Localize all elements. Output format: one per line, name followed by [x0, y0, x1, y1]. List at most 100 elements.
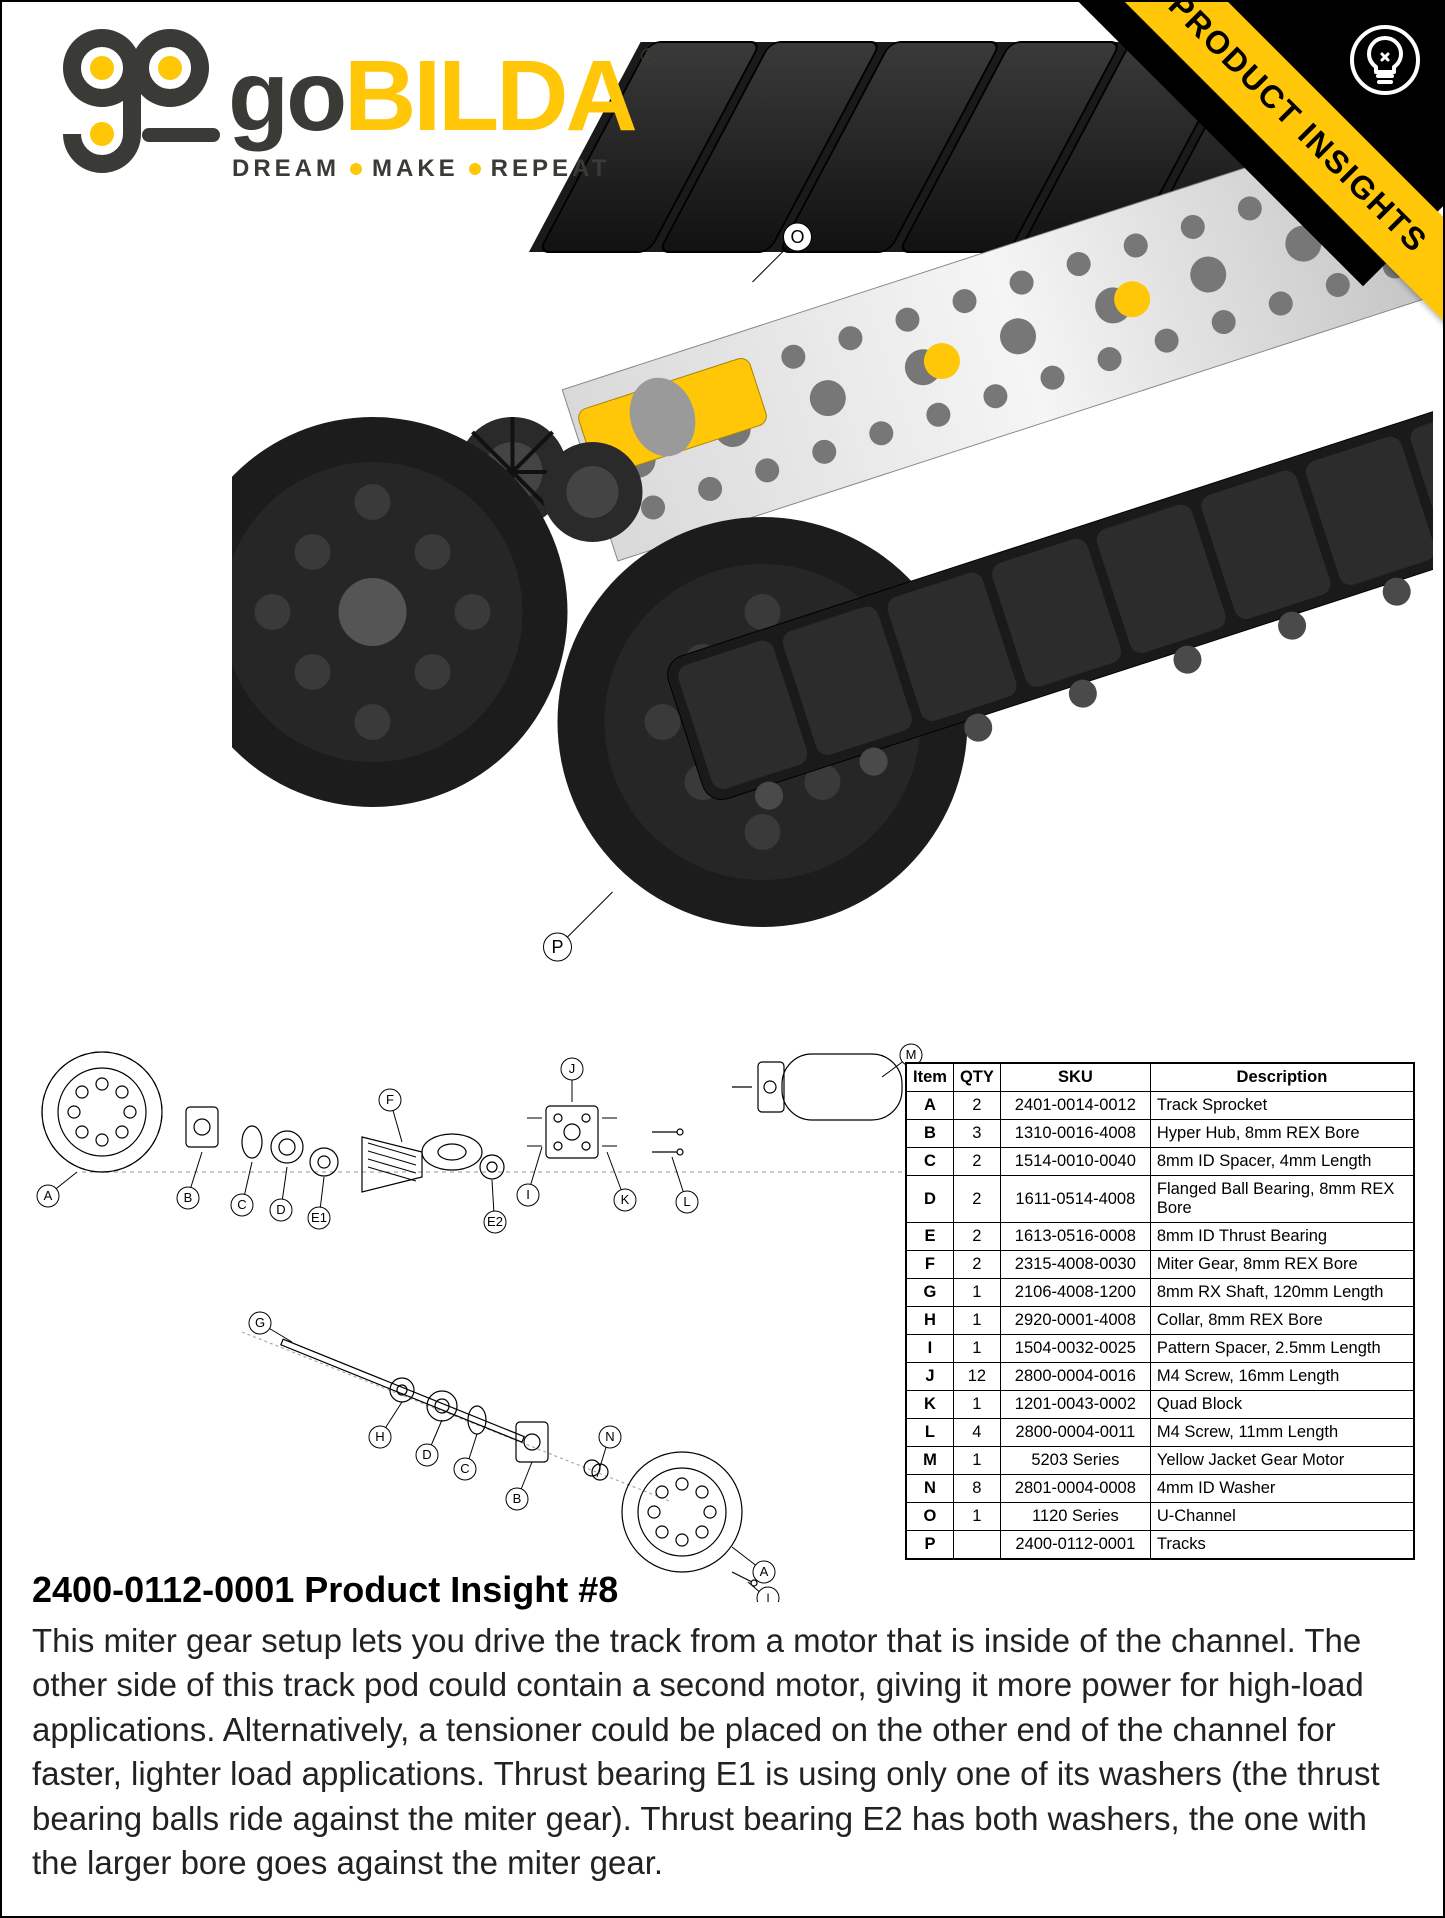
cell-sku: 1514-0010-0040 — [1000, 1148, 1150, 1176]
cell-item: B — [907, 1120, 954, 1148]
th-desc: Description — [1150, 1064, 1413, 1092]
table-row: H12920-0001-4008Collar, 8mm REX Bore — [907, 1307, 1414, 1335]
cell-item: N — [907, 1475, 954, 1503]
logo-wordmark: goBILDA® — [228, 51, 648, 141]
table-row: A22401-0014-0012Track Sprocket — [907, 1092, 1414, 1120]
cell-desc: Track Sprocket — [1150, 1092, 1413, 1120]
cell-item: E — [907, 1223, 954, 1251]
cell-sku: 2920-0001-4008 — [1000, 1307, 1150, 1335]
cell-qty — [953, 1531, 1000, 1559]
cell-qty: 12 — [953, 1363, 1000, 1391]
cell-item: C — [907, 1148, 954, 1176]
cell-sku: 2106-4008-1200 — [1000, 1279, 1150, 1307]
svg-text:N: N — [605, 1429, 614, 1444]
svg-text:D: D — [276, 1202, 285, 1217]
cell-sku: 1120 Series — [1000, 1503, 1150, 1531]
svg-text:L: L — [683, 1194, 690, 1209]
table-row: I11504-0032-0025Pattern Spacer, 2.5mm Le… — [907, 1335, 1414, 1363]
cell-item: J — [907, 1363, 954, 1391]
cell-item: I — [907, 1335, 954, 1363]
table-row: P2400-0112-0001Tracks — [907, 1531, 1414, 1559]
logo-tagline: DREAM MAKE REPEAT — [232, 155, 648, 183]
th-sku: SKU — [1000, 1064, 1150, 1092]
svg-text:K: K — [621, 1192, 630, 1207]
cell-qty: 2 — [953, 1092, 1000, 1120]
lightbulb-icon — [1349, 24, 1421, 96]
svg-text:B: B — [513, 1491, 522, 1506]
cell-sku: 2800-0004-0011 — [1000, 1419, 1150, 1447]
cell-sku: 1611-0514-4008 — [1000, 1176, 1150, 1223]
cell-qty: 1 — [953, 1307, 1000, 1335]
dot-icon — [350, 163, 362, 175]
tagline-word-1: DREAM — [232, 155, 340, 183]
cell-sku: 1310-0016-4008 — [1000, 1120, 1150, 1148]
cell-desc: 8mm ID Spacer, 4mm Length — [1150, 1148, 1413, 1176]
table-row: M15203 SeriesYellow Jacket Gear Motor — [907, 1447, 1414, 1475]
cell-sku: 2800-0004-0016 — [1000, 1363, 1150, 1391]
svg-text:H: H — [375, 1429, 384, 1444]
cell-item: O — [907, 1503, 954, 1531]
brand-logo: goBILDA® DREAM MAKE REPEAT — [52, 28, 648, 198]
logo-text: goBILDA® DREAM MAKE REPEAT — [228, 43, 648, 183]
svg-text:A: A — [44, 1188, 53, 1203]
table-row: J122800-0004-0016M4 Screw, 16mm Length — [907, 1363, 1414, 1391]
cell-qty: 2 — [953, 1176, 1000, 1223]
svg-text:E2: E2 — [487, 1214, 503, 1229]
parts-table: Item QTY SKU Description A22401-0014-001… — [905, 1062, 1415, 1560]
cell-sku: 1201-0043-0002 — [1000, 1391, 1150, 1419]
th-item: Item — [907, 1064, 954, 1092]
tagline-word-2: MAKE — [372, 155, 459, 183]
table-row: G12106-4008-12008mm RX Shaft, 120mm Leng… — [907, 1279, 1414, 1307]
cell-qty: 1 — [953, 1447, 1000, 1475]
logo-mark-icon — [52, 28, 222, 198]
cell-desc: Flanged Ball Bearing, 8mm REX Bore — [1150, 1176, 1413, 1223]
cell-desc: Hyper Hub, 8mm REX Bore — [1150, 1120, 1413, 1148]
th-qty: QTY — [953, 1064, 1000, 1092]
table-row: K11201-0043-0002Quad Block — [907, 1391, 1414, 1419]
cell-sku: 2801-0004-0008 — [1000, 1475, 1150, 1503]
cell-item: H — [907, 1307, 954, 1335]
cell-qty: 3 — [953, 1120, 1000, 1148]
table-row: C21514-0010-00408mm ID Spacer, 4mm Lengt… — [907, 1148, 1414, 1176]
article-heading: 2400-0112-0001 Product Insight #8 — [32, 1569, 1413, 1611]
cell-item: D — [907, 1176, 954, 1223]
registered-icon: ® — [641, 47, 654, 137]
cell-desc: Collar, 8mm REX Bore — [1150, 1307, 1413, 1335]
cell-item: M — [907, 1447, 954, 1475]
cell-sku: 2401-0014-0012 — [1000, 1092, 1150, 1120]
cell-item: F — [907, 1251, 954, 1279]
logo-suffix: BILDA — [344, 51, 635, 141]
cell-desc: Tracks — [1150, 1531, 1413, 1559]
svg-text:D: D — [422, 1447, 431, 1462]
logo-prefix: go — [228, 51, 344, 141]
table-header-row: Item QTY SKU Description — [907, 1064, 1414, 1092]
cell-item: L — [907, 1419, 954, 1447]
svg-text:J: J — [569, 1061, 576, 1076]
cell-desc: 4mm ID Washer — [1150, 1475, 1413, 1503]
svg-text:F: F — [386, 1092, 394, 1107]
cell-item: A — [907, 1092, 954, 1120]
cell-desc: Quad Block — [1150, 1391, 1413, 1419]
cell-qty: 8 — [953, 1475, 1000, 1503]
table-row: B31310-0016-4008Hyper Hub, 8mm REX Bore — [907, 1120, 1414, 1148]
svg-text:G: G — [255, 1315, 265, 1330]
cell-qty: 2 — [953, 1223, 1000, 1251]
table-row: L42800-0004-0011M4 Screw, 11mm Length — [907, 1419, 1414, 1447]
svg-text:O: O — [790, 227, 804, 247]
cell-item: P — [907, 1531, 954, 1559]
table-row: D21611-0514-4008Flanged Ball Bearing, 8m… — [907, 1176, 1414, 1223]
svg-text:I: I — [526, 1187, 530, 1202]
cell-desc: Miter Gear, 8mm REX Bore — [1150, 1251, 1413, 1279]
cell-sku: 1613-0516-0008 — [1000, 1223, 1150, 1251]
page: PRODUCT INSIGHTS goBILDA® DREAM MAKE — [0, 0, 1445, 1918]
table-row: E21613-0516-00088mm ID Thrust Bearing — [907, 1223, 1414, 1251]
svg-text:B: B — [184, 1190, 193, 1205]
cell-qty: 2 — [953, 1148, 1000, 1176]
cell-desc: 8mm RX Shaft, 120mm Length — [1150, 1279, 1413, 1307]
cell-qty: 1 — [953, 1503, 1000, 1531]
tagline-word-3: REPEAT — [491, 155, 611, 183]
article: 2400-0112-0001 Product Insight #8 This m… — [32, 1569, 1413, 1886]
cell-item: K — [907, 1391, 954, 1419]
cell-sku: 1504-0032-0025 — [1000, 1335, 1150, 1363]
cell-desc: M4 Screw, 16mm Length — [1150, 1363, 1413, 1391]
